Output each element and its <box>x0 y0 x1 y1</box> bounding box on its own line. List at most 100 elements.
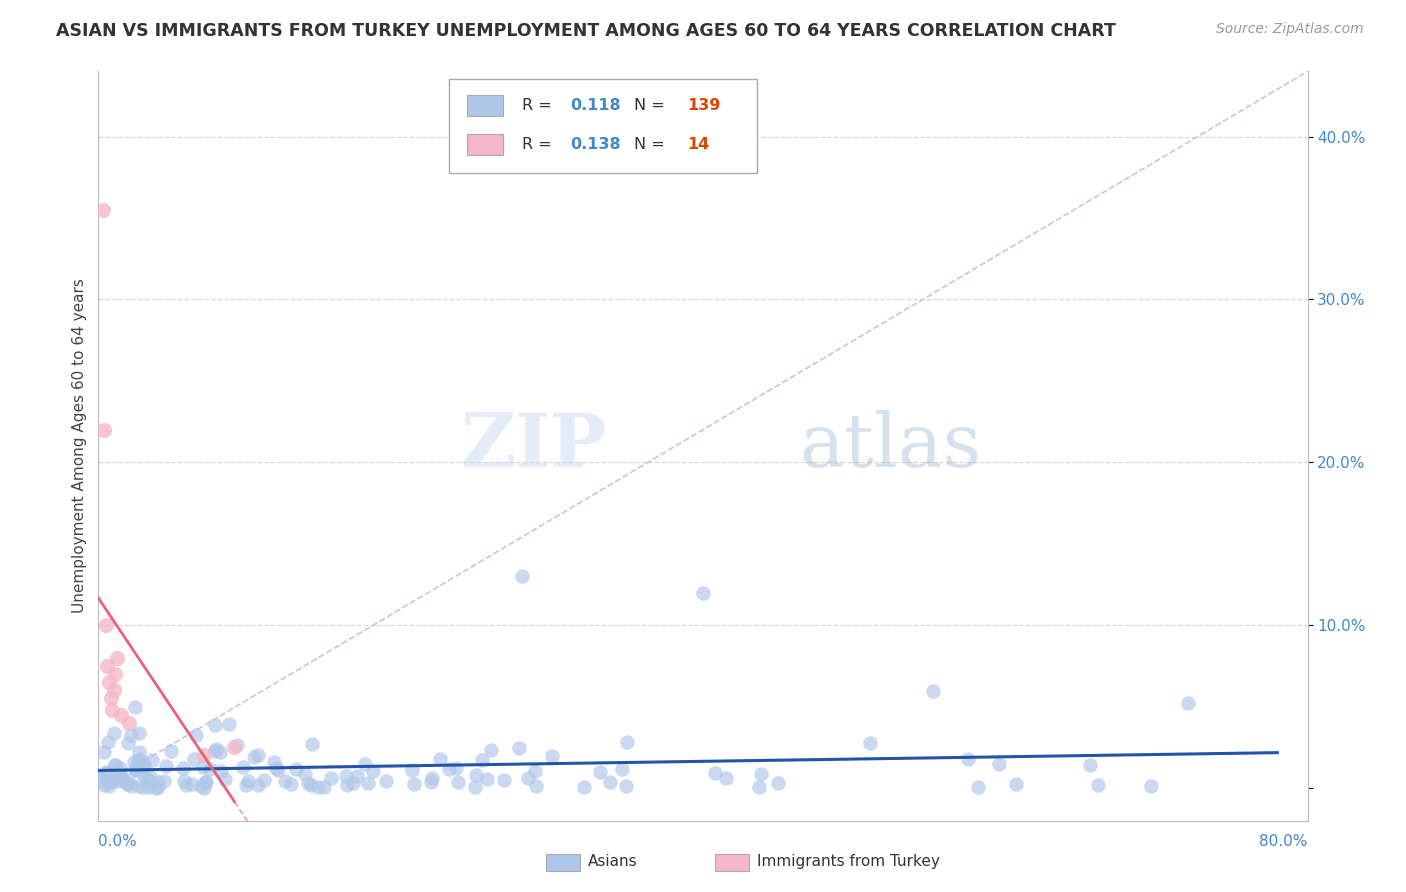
Point <box>516 771 538 785</box>
Point <box>236 774 259 789</box>
Point <box>1078 758 1101 772</box>
Point <box>214 772 236 786</box>
Point <box>859 736 882 750</box>
Point <box>297 776 319 790</box>
Point <box>141 753 163 767</box>
Text: Source: ZipAtlas.com: Source: ZipAtlas.com <box>1216 22 1364 37</box>
Point <box>136 773 159 788</box>
Point <box>139 770 162 784</box>
Point <box>194 774 217 789</box>
Point <box>180 776 202 790</box>
Y-axis label: Unemployment Among Ages 60 to 64 years: Unemployment Among Ages 60 to 64 years <box>72 278 87 614</box>
Text: 80.0%: 80.0% <box>1260 834 1308 848</box>
Point <box>155 758 177 772</box>
Point <box>132 758 155 772</box>
Point <box>108 766 131 780</box>
Point <box>267 763 290 777</box>
Point <box>127 764 149 778</box>
Point <box>153 774 176 789</box>
Point <box>91 202 114 217</box>
Point <box>101 703 124 717</box>
Point <box>614 779 637 793</box>
Point <box>93 423 115 437</box>
Point <box>246 778 269 792</box>
Point <box>1177 696 1199 710</box>
Point <box>419 774 441 789</box>
Point <box>117 777 139 791</box>
Point <box>429 751 451 765</box>
Point <box>266 761 288 775</box>
Point <box>404 777 426 791</box>
Bar <box>546 855 579 871</box>
FancyBboxPatch shape <box>449 78 758 172</box>
Point <box>125 762 148 776</box>
Point <box>172 761 194 775</box>
Text: Immigrants from Turkey: Immigrants from Turkey <box>758 855 941 870</box>
Point <box>103 683 125 698</box>
Point <box>204 718 226 732</box>
Point <box>470 753 492 767</box>
Point <box>146 775 169 789</box>
Point <box>335 769 357 783</box>
Point <box>124 700 146 714</box>
Text: 0.138: 0.138 <box>569 136 620 152</box>
Point <box>444 761 467 775</box>
Point <box>94 618 117 632</box>
Point <box>97 735 120 749</box>
Point <box>280 776 302 790</box>
Point <box>96 659 118 673</box>
Point <box>703 765 725 780</box>
Point <box>193 780 215 795</box>
Point <box>510 569 533 583</box>
Point <box>173 774 195 789</box>
Point <box>508 740 530 755</box>
Text: Asians: Asians <box>588 855 638 870</box>
Point <box>100 691 122 706</box>
Point <box>540 748 562 763</box>
Point <box>190 779 212 793</box>
Point <box>285 762 308 776</box>
Point <box>1005 777 1028 791</box>
Point <box>204 744 226 758</box>
Point <box>243 750 266 764</box>
Point <box>200 762 222 776</box>
Point <box>363 764 385 778</box>
Text: 14: 14 <box>688 136 710 152</box>
Point <box>524 779 547 793</box>
Point <box>342 776 364 790</box>
Text: R =: R = <box>522 136 557 152</box>
Point <box>401 763 423 777</box>
Point <box>105 773 128 788</box>
Point <box>437 762 460 776</box>
Point <box>572 780 595 795</box>
Point <box>131 780 153 794</box>
Point <box>336 778 359 792</box>
Point <box>174 779 197 793</box>
Point <box>94 764 117 779</box>
Point <box>218 716 240 731</box>
Point <box>479 743 502 757</box>
Point <box>98 675 121 690</box>
Point <box>246 747 269 762</box>
Point <box>224 740 246 755</box>
Point <box>128 745 150 759</box>
Point <box>108 761 131 775</box>
Text: N =: N = <box>634 97 669 112</box>
Point <box>138 780 160 795</box>
Text: atlas: atlas <box>800 409 981 483</box>
Point <box>93 745 115 759</box>
Point <box>101 774 124 789</box>
Point <box>589 764 612 779</box>
Point <box>93 778 115 792</box>
Point <box>128 779 150 793</box>
Point <box>132 759 155 773</box>
Point <box>124 762 146 776</box>
Point <box>104 758 127 772</box>
Point <box>127 754 149 768</box>
Point <box>307 780 329 794</box>
Point <box>1087 778 1109 792</box>
Point <box>988 757 1011 772</box>
Point <box>110 707 132 722</box>
Point <box>122 756 145 770</box>
Point <box>90 770 112 784</box>
